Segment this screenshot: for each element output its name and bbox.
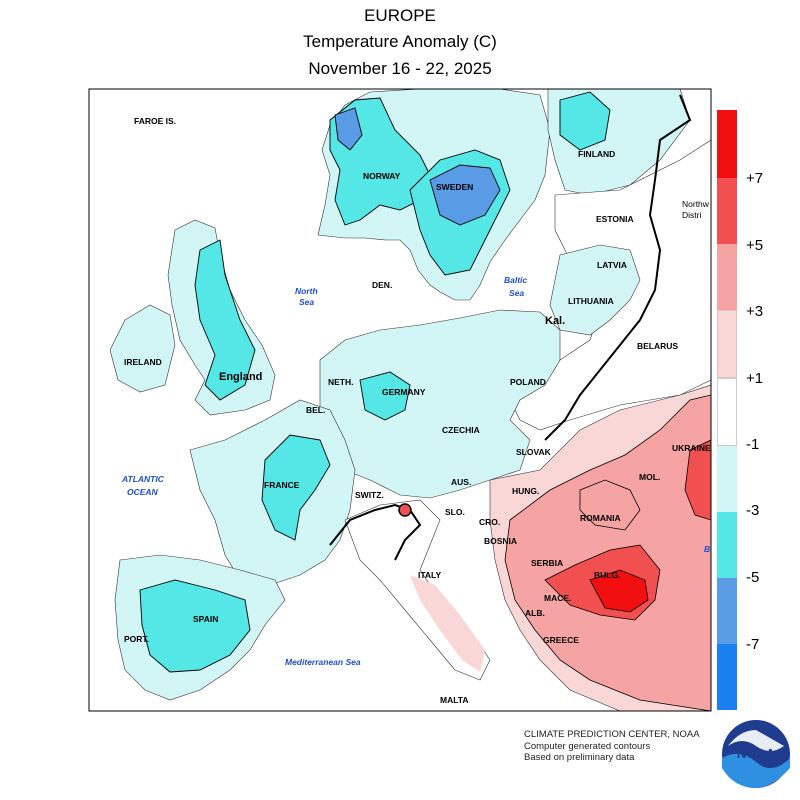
legend-swatch-minus3	[717, 512, 737, 578]
label-mol: MOL.	[639, 472, 660, 482]
label-sweden: SWEDEN	[436, 182, 473, 192]
label-mace: MACE.	[544, 593, 571, 603]
label-estonia: ESTONIA	[596, 214, 634, 224]
label-slo: SLO.	[445, 507, 465, 517]
legend-label-plus7: +7	[746, 170, 764, 187]
legend-label-minus1: -1	[746, 436, 760, 453]
legend-label-plus3: +3	[746, 303, 764, 320]
legend-label-plus5: +5	[746, 237, 764, 254]
land-central-europe	[319, 309, 561, 499]
label-alb: ALB.	[525, 608, 545, 618]
legend-swatch-minus5	[717, 578, 737, 644]
map-frame	[88, 88, 712, 712]
legend-label-minus5: -5	[746, 569, 760, 586]
label-poland: POLAND	[510, 377, 546, 387]
label-north-sea-1: North	[295, 286, 318, 296]
label-northwest: Northw	[682, 199, 710, 209]
legend-label-minus3: -3	[746, 502, 760, 519]
noaa-logo-icon: NOAA	[722, 720, 790, 788]
label-district: Distri	[682, 210, 701, 220]
label-norway: NORWAY	[363, 171, 401, 181]
land-ireland	[109, 304, 176, 393]
land-baltic-states	[549, 244, 641, 336]
label-neth: NETH.	[328, 377, 354, 387]
label-cro: CRO.	[479, 517, 500, 527]
label-france: FRANCE	[264, 480, 300, 490]
label-switz: SWITZ.	[355, 490, 384, 500]
label-england: England	[219, 371, 262, 383]
anomaly-plus5-romania	[579, 479, 641, 531]
legend-swatch-minus7	[717, 644, 737, 710]
label-spain: SPAIN	[193, 614, 218, 624]
zero-anomaly-contour	[544, 94, 692, 441]
label-czechia: CZECHIA	[442, 425, 480, 435]
label-faroe: FAROE IS.	[134, 116, 176, 126]
anomaly-minus3-germany	[359, 371, 411, 421]
label-north-sea-2: Sea	[299, 297, 314, 307]
label-den: DEN.	[372, 280, 392, 290]
label-bel: BEL.	[306, 405, 325, 415]
anomaly-minus3-finland	[559, 91, 611, 151]
label-lithuania: LITHUANIA	[568, 296, 614, 306]
label-b: B	[704, 544, 710, 554]
anomaly-minus3-france	[261, 434, 331, 541]
label-bosnia: BOSNIA	[484, 536, 517, 546]
legend-label-plus1: +1	[746, 370, 764, 387]
legend-swatch-plus5	[717, 178, 737, 244]
anomaly-minus3-england	[194, 239, 256, 401]
label-bulg: BULG.	[594, 570, 620, 580]
credit-line-2: Computer generated contours	[524, 741, 651, 752]
noaa-logo-text: NOAA	[737, 746, 776, 761]
label-greece: GREECE	[543, 635, 579, 645]
legend-label-minus7: -7	[746, 636, 760, 653]
anomaly-minus5-norway	[334, 107, 363, 151]
map-period-title: November 16 - 22, 2025	[308, 59, 492, 78]
legend-swatch-neutral	[717, 378, 737, 446]
label-ukraine: UKRAINE	[672, 443, 711, 453]
label-latvia: LATVIA	[597, 260, 627, 270]
alps-warm-spot	[398, 503, 412, 517]
label-atlantic-2: OCEAN	[127, 487, 159, 497]
label-germany: GERMANY	[382, 387, 426, 397]
label-port: PORT.	[124, 634, 149, 644]
label-romania: ROMANIA	[580, 513, 621, 523]
map-variable-title: Temperature Anomaly (C)	[303, 32, 497, 51]
legend-swatch-plus1	[717, 310, 737, 378]
land-italy-pink	[410, 575, 485, 672]
label-ireland: IRELAND	[124, 357, 162, 367]
label-atlantic-1: ATLANTIC	[121, 474, 165, 484]
label-aus: AUS.	[451, 477, 471, 487]
label-slovak: SLOVAK	[516, 447, 552, 457]
credit-line-1: CLIMATE PREDICTION CENTER, NOAA	[524, 729, 700, 740]
legend-swatch-minus1	[717, 446, 737, 512]
label-italy: ITALY	[418, 570, 441, 580]
label-kal: Kal.	[545, 315, 565, 327]
label-finland: FINLAND	[578, 149, 615, 159]
label-hung: HUNG.	[512, 486, 539, 496]
map-region-title: EUROPE	[364, 6, 436, 25]
anomaly-plus7-core	[589, 569, 649, 613]
label-baltic-sea-2: Sea	[509, 288, 524, 298]
label-malta: MALTA	[440, 695, 468, 705]
legend-swatch-plus3	[717, 244, 737, 310]
credit-line-3: Based on preliminary data	[524, 752, 635, 763]
label-baltic-sea-1: Baltic	[504, 275, 527, 285]
label-belarus: BELARUS	[637, 341, 678, 351]
label-serbia: SERBIA	[531, 558, 563, 568]
legend-swatch-plus7	[717, 110, 737, 178]
anomaly-minus5-sweden	[429, 164, 501, 226]
anomaly-minus3-spain	[139, 579, 251, 673]
legend-color-bar	[717, 110, 737, 710]
anomaly-plus5-ukraine	[684, 439, 711, 521]
label-mediterranean: Mediterranean Sea	[285, 657, 361, 667]
